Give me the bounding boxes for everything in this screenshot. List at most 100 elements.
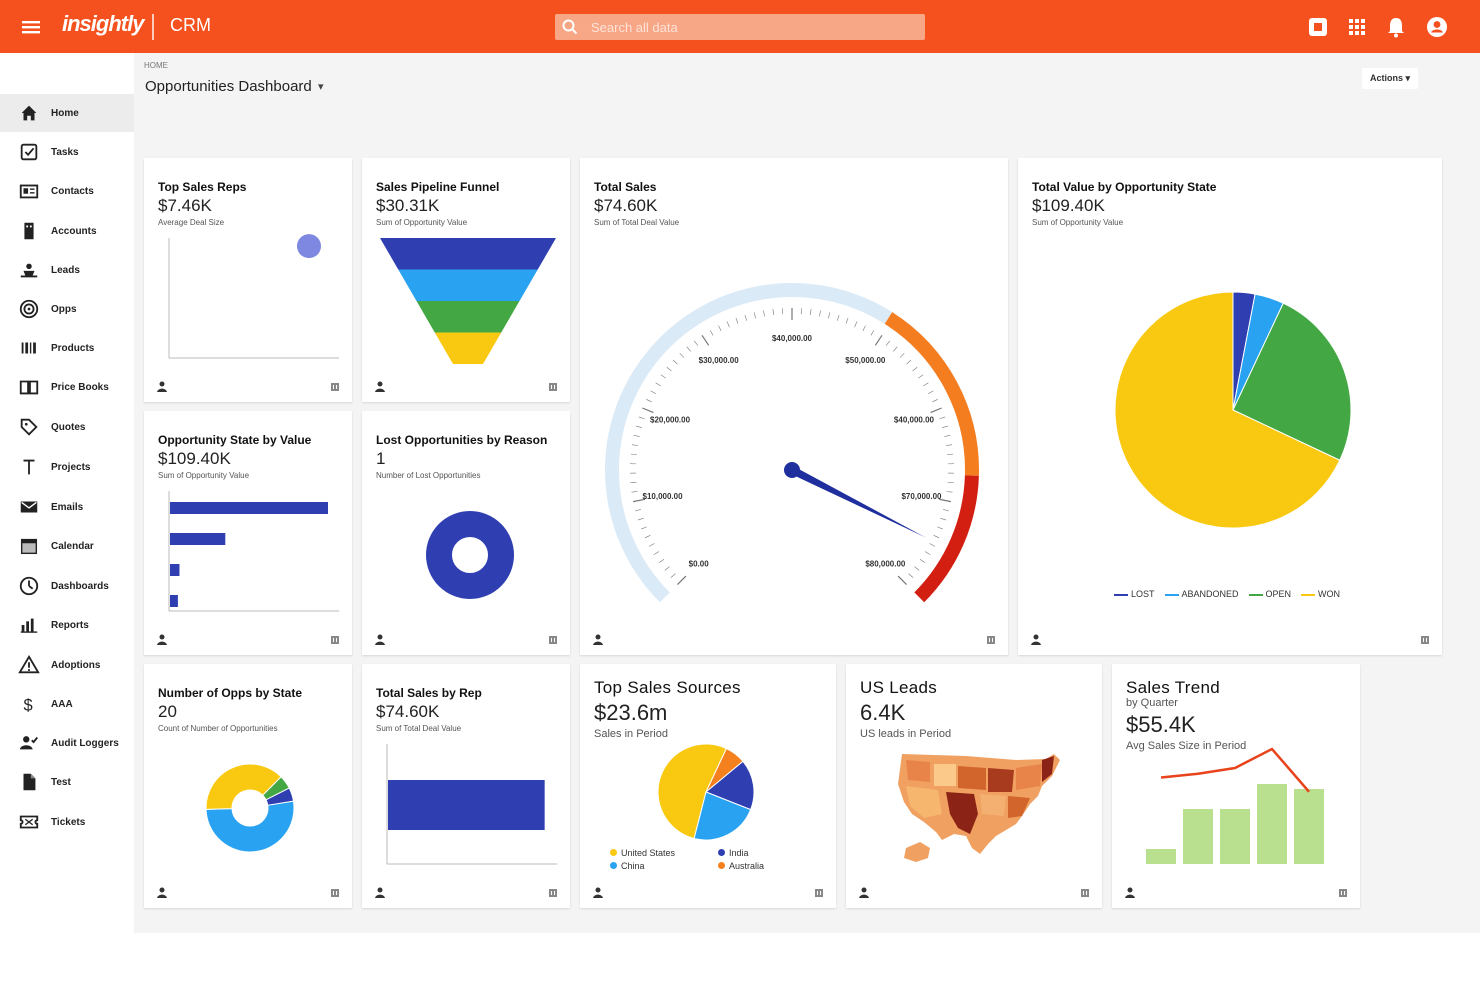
funnel-stage[interactable] xyxy=(398,269,538,302)
card-menu-icon[interactable] xyxy=(330,382,340,392)
sidebar-item-emails[interactable]: Emails xyxy=(0,488,134,526)
global-search[interactable] xyxy=(555,14,925,40)
bar[interactable] xyxy=(170,533,226,545)
owner-user-icon[interactable] xyxy=(1124,886,1136,898)
pie-slice[interactable] xyxy=(426,511,514,599)
legend-item[interactable]: OPEN xyxy=(1248,589,1292,599)
sidebar-item-home[interactable]: Home xyxy=(0,94,134,132)
card-menu-icon[interactable] xyxy=(814,888,824,898)
owner-user-icon[interactable] xyxy=(156,886,168,898)
add-icon[interactable] xyxy=(1305,14,1331,40)
legend-item[interactable]: United States xyxy=(610,848,675,858)
bell-icon[interactable] xyxy=(1383,14,1409,40)
sidebar-item-price-books[interactable]: Price Books xyxy=(0,368,134,406)
pie-slice-open[interactable] xyxy=(1232,302,1352,461)
legend-label: OPEN xyxy=(1265,589,1292,599)
card-lost-by-reason[interactable]: Lost Opportunities by Reason 1 Number of… xyxy=(362,411,570,655)
pie-slice[interactable] xyxy=(205,800,295,853)
card-menu-icon[interactable] xyxy=(548,382,558,392)
svg-text:$: $ xyxy=(24,696,33,714)
owner-user-icon[interactable] xyxy=(374,380,386,392)
sidebar-item-adoptions[interactable]: Adoptions xyxy=(0,646,134,684)
owner-user-icon[interactable] xyxy=(592,886,604,898)
sidebar-item-projects[interactable]: Projects xyxy=(0,448,134,486)
legend-item[interactable]: LOST xyxy=(1114,589,1155,599)
card-sales-pipeline-funnel[interactable]: Sales Pipeline Funnel $30.31K Sum of Opp… xyxy=(362,158,570,402)
breadcrumb[interactable]: HOME xyxy=(144,61,168,70)
scatter-point[interactable] xyxy=(297,234,321,259)
funnel-stage[interactable] xyxy=(434,332,502,365)
funnel-stage[interactable] xyxy=(416,301,520,333)
app-logo[interactable]: insightly xyxy=(62,11,144,36)
pie-slice-united-states[interactable] xyxy=(657,743,728,840)
legend-item[interactable]: ABANDONED xyxy=(1164,589,1239,599)
sidebar-item-opps[interactable]: Opps xyxy=(0,290,134,328)
trend-bar[interactable] xyxy=(1220,809,1250,864)
owner-user-icon[interactable] xyxy=(156,633,168,645)
legend-item[interactable]: China xyxy=(610,861,645,871)
bar[interactable] xyxy=(170,502,328,514)
card-menu-icon[interactable] xyxy=(548,888,558,898)
card-total-sales[interactable]: Total Sales $74.60K Sum of Total Deal Va… xyxy=(580,158,1008,655)
card-menu-icon[interactable] xyxy=(986,635,996,645)
card-menu-icon[interactable] xyxy=(1338,888,1348,898)
sidebar-item-quotes[interactable]: Quotes xyxy=(0,408,134,446)
card-menu-icon[interactable] xyxy=(330,888,340,898)
sidebar-item-tasks[interactable]: Tasks xyxy=(0,133,134,171)
owner-user-icon[interactable] xyxy=(374,886,386,898)
pie-slice-won[interactable] xyxy=(1114,291,1341,529)
funnel-stage[interactable] xyxy=(380,238,556,270)
trend-bar[interactable] xyxy=(1146,849,1176,864)
sidebar-item-contacts[interactable]: Contacts xyxy=(0,172,134,210)
card-top-sales-reps[interactable]: Top Sales Reps $7.46K Average Deal Size xyxy=(144,158,352,402)
trend-bar[interactable] xyxy=(1257,784,1287,864)
card-total-value-by-state[interactable]: Total Value by Opportunity State $109.40… xyxy=(1018,158,1442,655)
sidebar-item-tickets[interactable]: Tickets xyxy=(0,803,134,841)
pie-slice-india[interactable] xyxy=(705,760,755,811)
legend-item[interactable]: India xyxy=(718,848,749,858)
card-sales-trend[interactable]: Sales Trend by Quarter $55.4K Avg Sales … xyxy=(1112,664,1360,908)
pie-slice[interactable] xyxy=(205,763,282,810)
pie-slice-china[interactable] xyxy=(693,791,752,841)
trend-bar[interactable] xyxy=(1183,809,1213,864)
sidebar-item-test[interactable]: Test xyxy=(0,763,134,801)
title-dropdown-icon[interactable]: ▾ xyxy=(318,81,324,93)
pie-slice[interactable] xyxy=(265,787,295,806)
trend-bar[interactable] xyxy=(1294,789,1324,864)
card-menu-icon[interactable] xyxy=(548,635,558,645)
sidebar-item-calendar[interactable]: Calendar xyxy=(0,527,134,565)
card-menu-icon[interactable] xyxy=(330,635,340,645)
card-opportunity-state-by-value[interactable]: Opportunity State by Value $109.40K Sum … xyxy=(144,411,352,655)
account-icon[interactable] xyxy=(1424,14,1450,40)
gauge-tick xyxy=(658,558,665,563)
card-total-sales-by-rep[interactable]: Total Sales by Rep $74.60K Sum of Total … xyxy=(362,664,570,908)
bar[interactable] xyxy=(170,564,180,576)
gauge-tick xyxy=(912,366,918,372)
card-us-leads[interactable]: US Leads 6.4K US leads in Period xyxy=(846,664,1102,908)
card-top-sales-sources[interactable]: Top Sales Sources $23.6m Sales in Period… xyxy=(580,664,836,908)
owner-user-icon[interactable] xyxy=(858,886,870,898)
search-input[interactable] xyxy=(591,17,911,37)
owner-user-icon[interactable] xyxy=(1030,633,1042,645)
owner-user-icon[interactable] xyxy=(374,633,386,645)
sidebar-item-products[interactable]: Products xyxy=(0,329,134,367)
sidebar-item-audit-loggers[interactable]: Audit Loggers xyxy=(0,724,134,762)
card-menu-icon[interactable] xyxy=(1420,635,1430,645)
sidebar-item-leads[interactable]: Leads xyxy=(0,251,134,289)
sidebar-item-dashboards[interactable]: Dashboards xyxy=(0,567,134,605)
legend-item[interactable]: Australia xyxy=(718,861,764,871)
card-menu-icon[interactable] xyxy=(1080,888,1090,898)
bar[interactable] xyxy=(388,780,545,830)
sidebar-item-reports[interactable]: Reports xyxy=(0,606,134,644)
card-opps-by-state[interactable]: Number of Opps by State 20 Count of Numb… xyxy=(144,664,352,908)
apps-grid-icon[interactable] xyxy=(1344,14,1370,40)
sidebar-item-aaa[interactable]: $ AAA xyxy=(0,685,134,723)
owner-user-icon[interactable] xyxy=(592,633,604,645)
actions-button[interactable]: Actions ▾ xyxy=(1362,68,1419,89)
bar[interactable] xyxy=(170,595,178,607)
menu-icon[interactable] xyxy=(18,14,44,40)
page-title[interactable]: Opportunities Dashboard xyxy=(145,78,312,95)
owner-user-icon[interactable] xyxy=(156,380,168,392)
legend-item[interactable]: WON xyxy=(1301,589,1340,599)
sidebar-item-accounts[interactable]: Accounts xyxy=(0,212,134,250)
